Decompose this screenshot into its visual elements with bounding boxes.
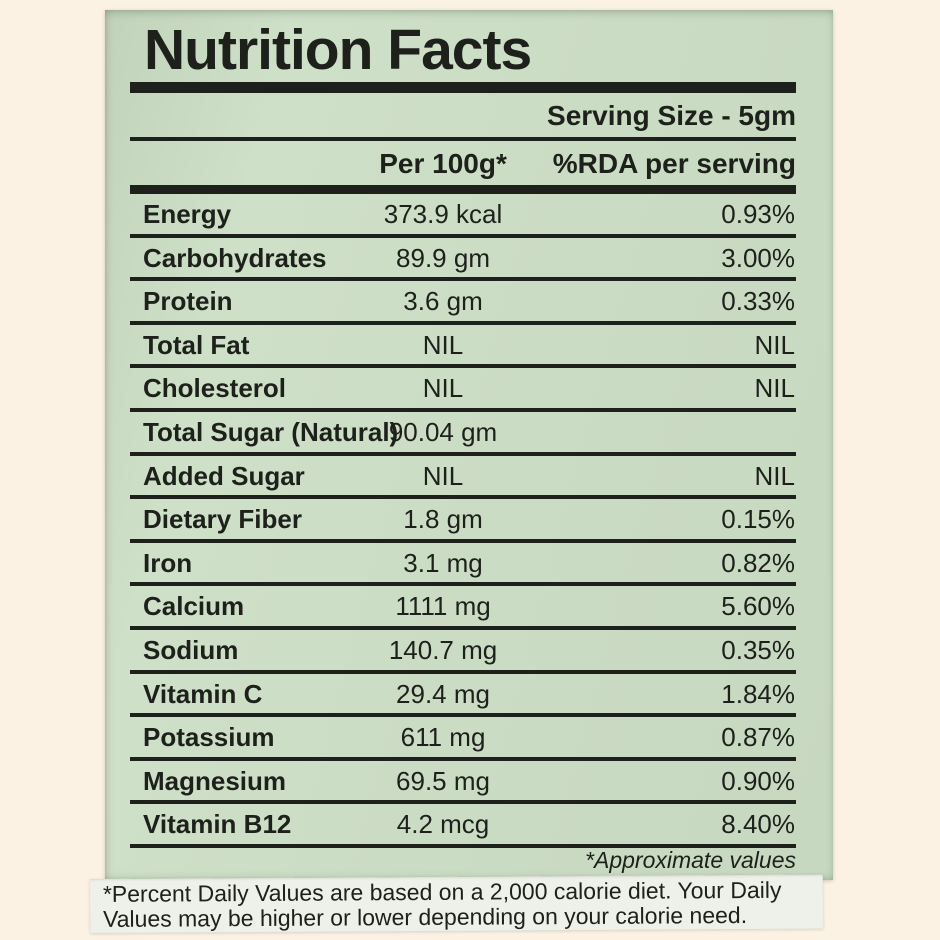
nutrient-name: Energy: [143, 199, 232, 229]
nutrient-rda: 1.84%: [721, 678, 795, 709]
row-divider: [130, 320, 796, 325]
nutrient-rda: 0.82%: [721, 547, 795, 578]
row-divider: [130, 669, 796, 674]
rda-header: %RDA per serving: [552, 148, 796, 179]
nutrient-name: Total Fat: [143, 329, 250, 360]
nutrient-amount: 1111 mg: [395, 591, 491, 622]
nutrient-row: Protein 3.6 gm 0.33%: [130, 281, 796, 321]
row-divider: [130, 538, 796, 543]
nutrient-row: Total Fat NIL NIL: [130, 325, 796, 365]
nutrient-rda: NIL: [754, 460, 795, 491]
row-divider: [130, 625, 796, 630]
nutrient-rda: 0.87%: [721, 722, 795, 753]
nutrient-name: Added Sugar: [143, 460, 305, 491]
nutrient-row: Total Sugar (Natural) 90.04 gm: [130, 412, 796, 452]
row-divider: [130, 713, 796, 718]
nutrient-amount: 140.7 mg: [388, 634, 498, 665]
nutrient-rda: 0.93%: [721, 199, 795, 229]
nutrient-amount: 4.2 mcg: [396, 809, 490, 840]
row-divider: [130, 407, 796, 412]
footnote-strip: *Percent Daily Values are based on a 2,0…: [89, 874, 824, 933]
nutrient-rda: 5.60%: [721, 591, 795, 622]
nutrient-row: Calcium 1111 mg 5.60%: [130, 586, 796, 626]
serving-divider: [130, 137, 796, 141]
nutrient-rda: NIL: [754, 329, 795, 360]
nutrient-row: Dietary Fiber 1.8 gm 0.15%: [130, 499, 796, 539]
nutrient-name: Protein: [143, 286, 233, 317]
nutrient-amount: 373.9 kcal: [383, 199, 503, 229]
nutrient-row: Sodium 140.7 mg 0.35%: [130, 630, 796, 670]
nutrient-name: Potassium: [143, 722, 275, 753]
nutrient-rda: 0.90%: [721, 765, 795, 796]
row-divider: [130, 843, 796, 848]
footnote-line-2: Values may be higher or lower depending …: [102, 901, 748, 932]
nutrition-label: Nutrition Facts Serving Size - 5gm Per 1…: [105, 10, 833, 880]
nutrient-rda: 0.35%: [721, 634, 795, 665]
nutrient-name: Total Sugar (Natural): [143, 416, 399, 447]
nutrient-name: Vitamin C: [143, 678, 263, 709]
nutrient-amount: NIL: [422, 329, 464, 360]
nutrient-row: Potassium 611 mg 0.87%: [130, 717, 796, 757]
nutrient-name: Vitamin B12: [143, 809, 292, 840]
serving-size: Serving Size - 5gm: [547, 100, 796, 131]
nutrient-name: Sodium: [143, 634, 239, 665]
row-divider: [130, 364, 796, 369]
nutrient-amount: NIL: [422, 373, 464, 404]
nutrient-row: Added Sugar NIL NIL: [130, 456, 796, 496]
row-divider: [130, 233, 796, 238]
nutrient-rows: Energy 373.9 kcal 0.93% Carbohydrates 89…: [130, 194, 796, 848]
nutrient-rda: NIL: [754, 373, 795, 404]
nutrient-row: Energy 373.9 kcal 0.93%: [130, 194, 796, 234]
nutrient-rda: 8.40%: [721, 809, 795, 840]
nutrient-amount: 3.6 gm: [403, 286, 483, 317]
nutrient-row: Iron 3.1 mg 0.82%: [130, 543, 796, 583]
nutrient-rda: 0.15%: [721, 504, 795, 535]
nutrient-name: Iron: [143, 547, 193, 578]
nutrient-amount: 1.8 gm: [403, 504, 483, 535]
row-divider: [130, 800, 796, 805]
nutrient-row: Vitamin B12 4.2 mcg 8.40%: [130, 804, 796, 844]
nutrient-rda: 3.00%: [721, 242, 795, 273]
row-divider: [130, 582, 796, 587]
nutrient-rda: 0.33%: [721, 286, 795, 317]
nutrient-name: Magnesium: [143, 765, 287, 796]
nutrient-name: Carbohydrates: [143, 242, 327, 273]
nutrient-amount: 3.1 mg: [403, 547, 483, 578]
nutrient-amount: 89.9 gm: [396, 242, 490, 273]
title-divider: [130, 82, 796, 93]
row-divider: [130, 451, 796, 456]
row-divider: [130, 495, 796, 500]
nutrient-name: Calcium: [143, 591, 245, 622]
nutrient-name: Dietary Fiber: [143, 504, 302, 535]
row-divider: [130, 277, 796, 282]
nutrient-amount: 69.5 mg: [396, 765, 490, 796]
header-divider: [130, 185, 796, 194]
per-100g-header: Per 100g*: [379, 148, 507, 179]
row-divider: [130, 756, 796, 761]
nutrient-row: Carbohydrates 89.9 gm 3.00%: [130, 238, 796, 278]
label-title: Nutrition Facts: [144, 18, 532, 82]
nutrient-amount: NIL: [422, 460, 464, 491]
nutrient-name: Cholesterol: [143, 373, 287, 404]
nutrient-row: Magnesium 69.5 mg 0.90%: [130, 761, 796, 801]
approx-note: *Approximate values: [585, 846, 796, 873]
nutrient-row: Vitamin C 29.4 mg 1.84%: [130, 674, 796, 714]
nutrient-amount: 90.04 gm: [388, 416, 498, 447]
column-headers: Per 100g* %RDA per serving: [130, 141, 796, 185]
nutrient-amount: 29.4 mg: [396, 678, 490, 709]
nutrient-amount: 611 mg: [400, 722, 486, 753]
nutrient-row: Cholesterol NIL NIL: [130, 368, 796, 408]
